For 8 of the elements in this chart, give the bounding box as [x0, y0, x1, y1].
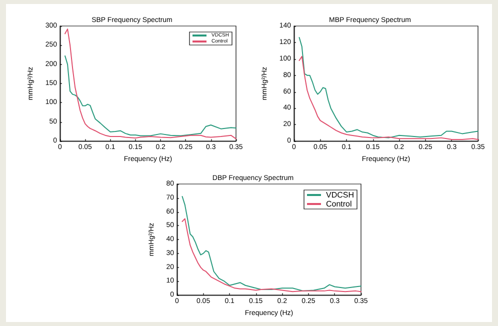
legend-label: VDCSH — [326, 190, 354, 200]
line-series — [298, 56, 478, 140]
legend-label: Control — [326, 200, 352, 208]
line-series — [182, 196, 362, 292]
line-series — [298, 37, 478, 138]
line-series — [64, 55, 236, 136]
line-series — [182, 218, 362, 292]
line-series — [64, 28, 236, 140]
